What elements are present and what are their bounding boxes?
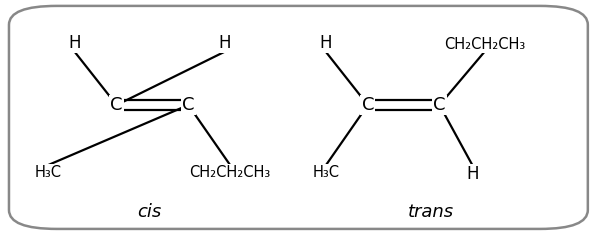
Text: H: H <box>218 34 230 52</box>
Text: C: C <box>182 96 194 114</box>
Text: H: H <box>69 34 81 52</box>
Text: H₃C: H₃C <box>312 165 340 180</box>
Text: CH₂CH₂CH₃: CH₂CH₂CH₃ <box>444 37 525 52</box>
Text: H₃C: H₃C <box>34 165 62 180</box>
Text: H: H <box>320 34 332 52</box>
Text: CH₂CH₂CH₃: CH₂CH₂CH₃ <box>190 165 271 180</box>
Text: C: C <box>362 96 374 114</box>
Text: H: H <box>466 165 478 183</box>
FancyBboxPatch shape <box>9 6 588 229</box>
Text: C: C <box>434 96 446 114</box>
Text: cis: cis <box>138 203 161 221</box>
Text: C: C <box>111 96 123 114</box>
Text: trans: trans <box>407 203 454 221</box>
